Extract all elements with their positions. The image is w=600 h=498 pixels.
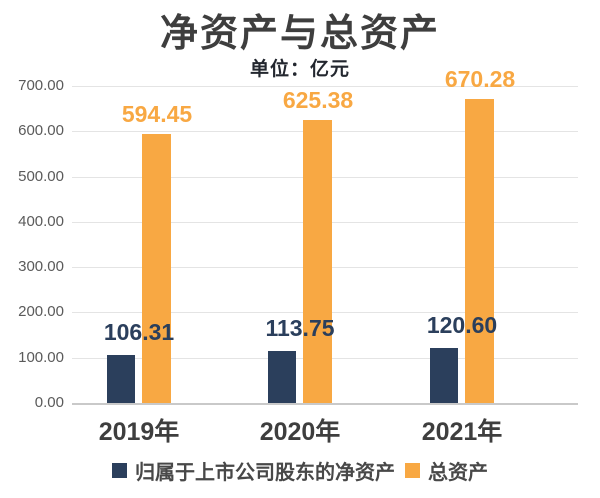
chart-unit-subtitle: 单位：亿元 (249, 59, 350, 80)
net-assets-bar (268, 351, 296, 403)
bar-group: 120.60 670.28 (426, 66, 515, 403)
total-assets-bar (142, 134, 171, 403)
chart-title: 净资产与总资产 (159, 13, 440, 55)
y-axis-tick-label: 700.00 (18, 77, 64, 94)
bar-group: 113.75 625.38 (265, 87, 353, 403)
legend-label-total-assets: 总资产 (428, 462, 488, 484)
net-assets-value-label: 106.31 (103, 319, 175, 345)
total-assets-value-label: 594.45 (121, 101, 193, 127)
legend-swatch-net-assets-icon (112, 463, 127, 478)
net-assets-value-label: 113.75 (265, 315, 335, 341)
legend-item-net-assets: 归属于上市公司股东的净资产 (112, 456, 395, 485)
gridline (72, 86, 578, 87)
y-axis-tick-label: 0.00 (34, 394, 64, 411)
total-assets-bar (303, 120, 332, 403)
total-assets-value-label: 625.38 (282, 87, 354, 113)
y-axis-tick-label: 100.00 (18, 348, 64, 366)
net-assets-bar (107, 355, 135, 403)
total-assets-value-label: 670.28 (444, 66, 516, 92)
y-axis-tick-label: 200.00 (18, 303, 64, 321)
legend: 归属于上市公司股东的净资产 总资产 (0, 456, 600, 485)
y-axis-tick-label: 600.00 (18, 122, 64, 140)
x-axis-category-label: 2019年 (98, 418, 180, 446)
legend-label-net-assets: 归属于上市公司股东的净资产 (135, 462, 395, 484)
y-axis-tick-label: 300.00 (18, 258, 64, 276)
y-axis-tick-label: 400.00 (18, 212, 64, 230)
net-assets-bar (430, 348, 458, 403)
legend-swatch-total-assets-icon (405, 463, 420, 478)
y-axis-tick-label: 500.00 (18, 167, 64, 185)
legend-item-total-assets: 总资产 (405, 456, 488, 485)
x-axis-category-label: 2020年 (259, 418, 341, 446)
bar-group: 106.31 594.45 (103, 101, 192, 403)
x-axis-line (72, 403, 578, 405)
net-assets-value-label: 120.60 (426, 312, 498, 338)
plot-area: 700.00 600.00 500.00 400.00 300.00 200.00 100.… (0, 66, 600, 446)
x-axis-category-label: 2021年 (421, 418, 503, 446)
total-assets-bar (465, 99, 494, 403)
